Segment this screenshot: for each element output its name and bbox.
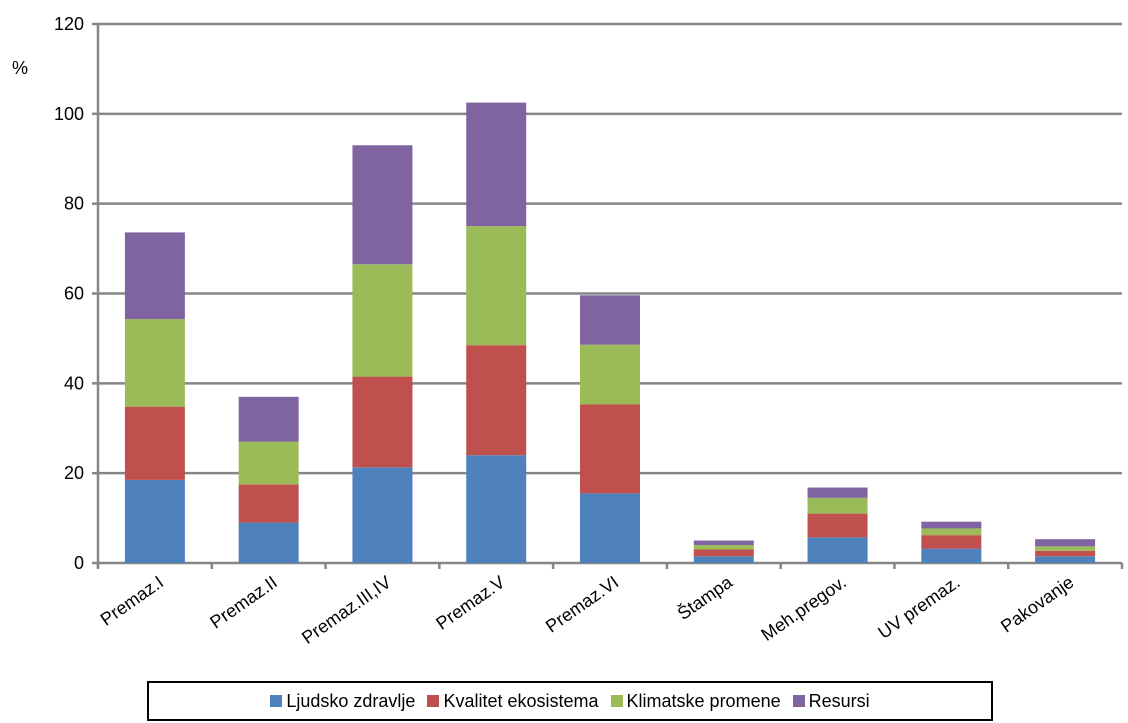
- bars: [124, 102, 1096, 563]
- y-tick-label: 100: [54, 104, 84, 124]
- x-tick-label: Pakovanje: [997, 572, 1077, 637]
- legend-swatch: [270, 695, 283, 707]
- y-tick-labels: 0 20 40 60 80 100 120: [54, 14, 84, 573]
- bar-segment: [693, 545, 754, 550]
- bar-segment: [807, 497, 868, 514]
- bar-segment: [580, 295, 640, 345]
- bar-segment: [466, 226, 527, 346]
- bar-segment: [921, 521, 982, 529]
- legend-label: Ljudsko zdravlje: [286, 690, 416, 711]
- x-tick-label: Premaz.V: [432, 572, 508, 634]
- bar-segment: [466, 102, 527, 227]
- bar-segment: [1035, 546, 1096, 551]
- legend-item: Klimatske promene: [610, 690, 781, 712]
- bar-segment: [238, 484, 299, 523]
- bar-segment: [352, 264, 413, 377]
- legend-label: Kvalitet ekosistema: [443, 690, 599, 711]
- x-tick-label: Premaz.III,IV: [298, 572, 395, 648]
- bar-segment: [352, 376, 413, 468]
- legend-swatch: [427, 695, 440, 707]
- legend-label: Resursi: [808, 690, 870, 711]
- y-tick-label: 20: [64, 463, 84, 483]
- y-tick-label: 120: [54, 14, 84, 34]
- bar-segment: [693, 549, 754, 557]
- x-tick-labels: Premaz.I Premaz.II Premaz.III,IV Premaz.V Pr…: [97, 571, 1078, 648]
- legend: Ljudsko zdravlje Kvalitet ekosistema Klima…: [147, 681, 993, 721]
- legend-swatch: [792, 695, 805, 707]
- legend-swatch: [610, 695, 623, 707]
- y-tick-label: 0: [74, 553, 84, 573]
- bar-segment: [124, 479, 185, 563]
- bar-segment: [1035, 539, 1096, 547]
- bar-segment: [466, 345, 527, 456]
- bar-segment: [921, 548, 982, 563]
- bar-segment: [352, 467, 413, 563]
- bar-segment: [921, 535, 982, 549]
- bar-segment: [693, 556, 754, 563]
- bar-segment: [124, 406, 185, 480]
- y-axis-label: %: [12, 58, 28, 78]
- y-tick-label: 60: [64, 284, 84, 304]
- bar-segment: [580, 404, 640, 494]
- bar-segment: [807, 487, 868, 498]
- bar-segment: [580, 344, 640, 405]
- gridlines: [98, 22, 1122, 475]
- bar-segment: [466, 455, 527, 563]
- y-tick-label: 40: [64, 373, 84, 393]
- bar-segment: [693, 540, 754, 546]
- x-tick-label: Meh.pregov.: [758, 572, 850, 645]
- x-tick-label: UV premaz.: [874, 572, 963, 643]
- bar-segment: [580, 493, 640, 563]
- bar-segment: [124, 319, 185, 407]
- x-tick-label: Premaz.I: [97, 572, 167, 630]
- bar-segment: [807, 537, 868, 563]
- legend-item: Ljudsko zdravlje: [270, 691, 415, 712]
- x-tick-label: Premaz.VI: [542, 572, 622, 637]
- x-tick-label: Štampa: [673, 571, 737, 624]
- x-tick-label: Premaz.II: [206, 572, 281, 633]
- bar-segment: [238, 396, 299, 442]
- bar-segment: [238, 522, 299, 563]
- bar-segment: [921, 528, 982, 536]
- legend-label: Klimatske promene: [626, 690, 781, 711]
- legend-item: Resursi: [792, 690, 870, 712]
- legend-item: Kvalitet ekosistema: [427, 690, 599, 712]
- y-tick-label: 80: [64, 194, 84, 214]
- bar-segment: [238, 441, 299, 485]
- bar-segment: [352, 145, 413, 265]
- bar-segment: [807, 513, 868, 538]
- bar-segment: [1035, 556, 1096, 563]
- bar-segment: [124, 232, 185, 320]
- bar-segment: [1035, 550, 1096, 557]
